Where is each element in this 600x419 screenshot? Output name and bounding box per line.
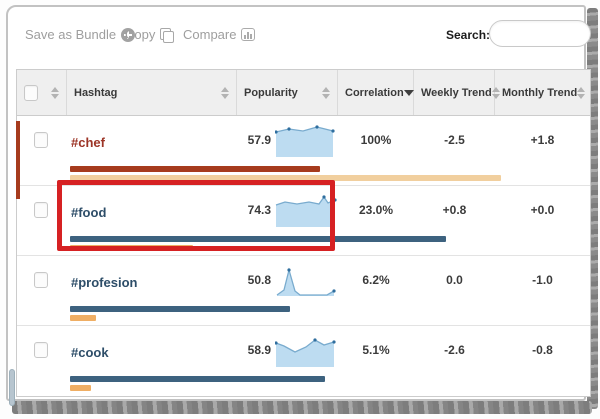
row-checkbox[interactable] bbox=[34, 272, 48, 288]
metric-bar-1 bbox=[70, 306, 290, 312]
weekly-value: -2.6 bbox=[444, 343, 465, 357]
correlation-value: 6.2% bbox=[362, 273, 390, 287]
table-row: #profesion 50.8 6.2% 0.0 -1.0 bbox=[17, 256, 590, 326]
hashtag-link[interactable]: #food bbox=[71, 205, 107, 220]
column-label: Correlation bbox=[345, 86, 404, 99]
weekly-value: 0.0 bbox=[446, 273, 463, 287]
monthly-value: -0.8 bbox=[532, 343, 553, 357]
column-label: Monthly Trend bbox=[502, 86, 578, 99]
bar-chart-icon bbox=[241, 28, 256, 41]
metric-bar-2 bbox=[70, 385, 91, 391]
popularity-sparkline bbox=[275, 195, 337, 227]
scrollbar-thumb[interactable] bbox=[9, 369, 15, 406]
popularity-sparkline bbox=[276, 267, 336, 296]
metric-bar-2 bbox=[70, 175, 501, 181]
sort-icon bbox=[577, 86, 586, 99]
table-row: #cook 58.9 5.1% -2.6 -0.8 bbox=[17, 326, 590, 396]
weekly-value: +0.8 bbox=[442, 203, 467, 217]
sort-icon bbox=[221, 86, 229, 99]
metric-bar-2 bbox=[70, 315, 96, 321]
popularity-value: 50.8 bbox=[247, 273, 271, 287]
column-header-select[interactable] bbox=[17, 70, 67, 115]
table-header-row: Hashtag Popularity Correlation Weekly Trend… bbox=[17, 70, 590, 116]
hashtag-table: Hashtag Popularity Correlation Weekly Trend… bbox=[16, 69, 591, 397]
select-all-checkbox[interactable] bbox=[24, 84, 38, 101]
column-header-hashtag[interactable]: Hashtag bbox=[67, 70, 237, 115]
row-checkbox[interactable] bbox=[34, 202, 48, 218]
popularity-value: 58.9 bbox=[247, 343, 271, 357]
monthly-value: +1.8 bbox=[530, 133, 555, 147]
compare-button[interactable]: Compare bbox=[183, 27, 256, 42]
metric-bar-1 bbox=[70, 166, 320, 172]
popularity-sparkline bbox=[275, 125, 335, 157]
save-as-bundle-button[interactable]: Save as Bundle bbox=[25, 27, 136, 42]
popularity-value: 57.9 bbox=[247, 133, 271, 147]
correlation-value: 23.0% bbox=[358, 203, 394, 217]
metric-bar-1 bbox=[70, 236, 446, 242]
sort-icon bbox=[51, 86, 59, 99]
column-label: Popularity bbox=[244, 86, 298, 99]
popularity-sparkline bbox=[275, 338, 336, 367]
hashtag-link[interactable]: #chef bbox=[71, 135, 105, 150]
table-row: #food 74.3 23.0% +0.8 +0.0 bbox=[17, 186, 590, 256]
copy-button[interactable]: Copy bbox=[125, 27, 175, 43]
monthly-value: +0.0 bbox=[530, 203, 555, 217]
torn-edge-right bbox=[587, 8, 598, 409]
column-header-popularity[interactable]: Popularity bbox=[237, 70, 338, 115]
correlation-value: 5.1% bbox=[362, 343, 390, 357]
search-label: Search: bbox=[446, 28, 491, 42]
column-header-monthly[interactable]: Monthly Trend bbox=[495, 70, 590, 115]
torn-edge-bottom bbox=[12, 401, 592, 414]
sort-desc-icon bbox=[403, 89, 414, 96]
column-label: Weekly Trend bbox=[421, 86, 492, 99]
row-active-indicator bbox=[16, 121, 20, 199]
copy-icon bbox=[160, 28, 175, 43]
save-as-bundle-label: Save as Bundle bbox=[25, 27, 117, 42]
correlation-value: 100% bbox=[360, 133, 392, 147]
column-header-weekly[interactable]: Weekly Trend bbox=[414, 70, 500, 115]
plus-circle-icon bbox=[121, 27, 136, 42]
hashtag-link[interactable]: #profesion bbox=[71, 275, 138, 290]
sort-icon bbox=[491, 86, 500, 99]
column-header-correlation[interactable]: Correlation bbox=[338, 70, 414, 115]
metric-bar-1 bbox=[70, 376, 325, 382]
table-body: #chef 57.9 100% -2.5 +1.8 #food 74.3 23.0% +0.8 +… bbox=[16, 116, 590, 396]
search-input[interactable] bbox=[489, 20, 591, 47]
popularity-value: 74.3 bbox=[247, 203, 271, 217]
compare-label: Compare bbox=[183, 27, 237, 42]
column-label: Hashtag bbox=[74, 86, 118, 99]
weekly-value: -2.5 bbox=[444, 133, 465, 147]
row-checkbox[interactable] bbox=[34, 132, 48, 148]
copy-label: Copy bbox=[125, 27, 156, 42]
sort-icon bbox=[322, 86, 330, 99]
app-frame: Save as Bundle Copy Compare Search: Hash… bbox=[6, 5, 591, 406]
monthly-value: -1.0 bbox=[532, 273, 553, 287]
metric-bar-2 bbox=[70, 245, 193, 251]
table-row: #chef 57.9 100% -2.5 +1.8 bbox=[16, 116, 590, 199]
hashtag-link[interactable]: #cook bbox=[71, 345, 109, 360]
row-checkbox[interactable] bbox=[34, 342, 48, 358]
